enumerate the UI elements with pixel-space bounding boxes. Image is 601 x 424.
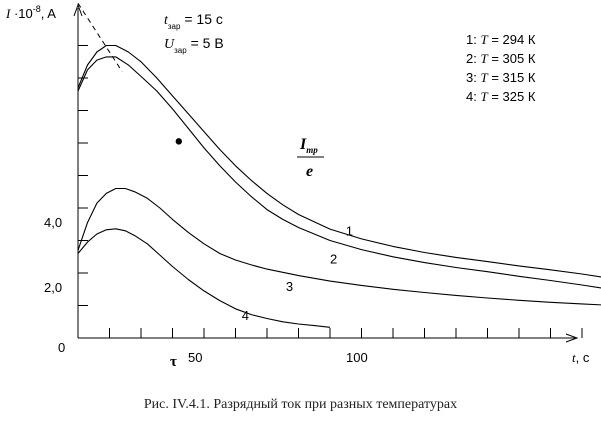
legend-entry-3: 3: T = 315 К (466, 70, 536, 85)
y-tick-label-4: 4,0 (44, 215, 62, 230)
axis-ticks (78, 45, 583, 338)
x-axis-arrow (565, 333, 579, 343)
x-tick-label-50: 50 (188, 350, 202, 365)
figure-caption: Рис. IV.4.1. Разрядный ток при разных те… (143, 397, 458, 412)
x-tick-label-100: 100 (346, 350, 368, 365)
legend: 1: T = 294 К 2: T = 305 К 3: T = 315 К 4… (466, 32, 536, 104)
fraction-numerator: Iтр (299, 136, 318, 155)
x-axis-label: t, c (572, 350, 590, 365)
fraction-denominator: e (306, 163, 313, 180)
curve-label-3: 3 (286, 279, 293, 294)
curve-2 (77, 56, 601, 289)
curve-4 (77, 228, 331, 328)
legend-entry-1: 1: T = 294 К (466, 32, 536, 47)
curve-label-4: 4 (242, 308, 249, 323)
y-axis-label: I ·10-8, A (5, 4, 56, 21)
param-charge-time: tзар = 15 с (164, 11, 223, 31)
fraction-label: Iтр e (297, 136, 324, 180)
legend-entry-2: 2: T = 305 К (466, 51, 536, 66)
legend-entry-4: 4: T = 325 К (466, 89, 536, 104)
marked-point (175, 138, 182, 145)
curve-labels: 12 3 4 (242, 224, 353, 324)
curve-3 (77, 187, 601, 306)
tangent-line (77, 2, 123, 72)
curve-1 (77, 44, 601, 278)
curve-label-2: 2 (330, 251, 337, 266)
curve-label-1: 1 (346, 224, 353, 239)
tau-label: τ (170, 354, 177, 370)
y-axis-arrow (73, 3, 83, 17)
origin-label: 0 (58, 340, 65, 355)
curves (77, 2, 601, 328)
param-charge-voltage: Uзар = 5 В (164, 35, 224, 55)
y-tick-label-2: 2,0 (44, 280, 62, 295)
